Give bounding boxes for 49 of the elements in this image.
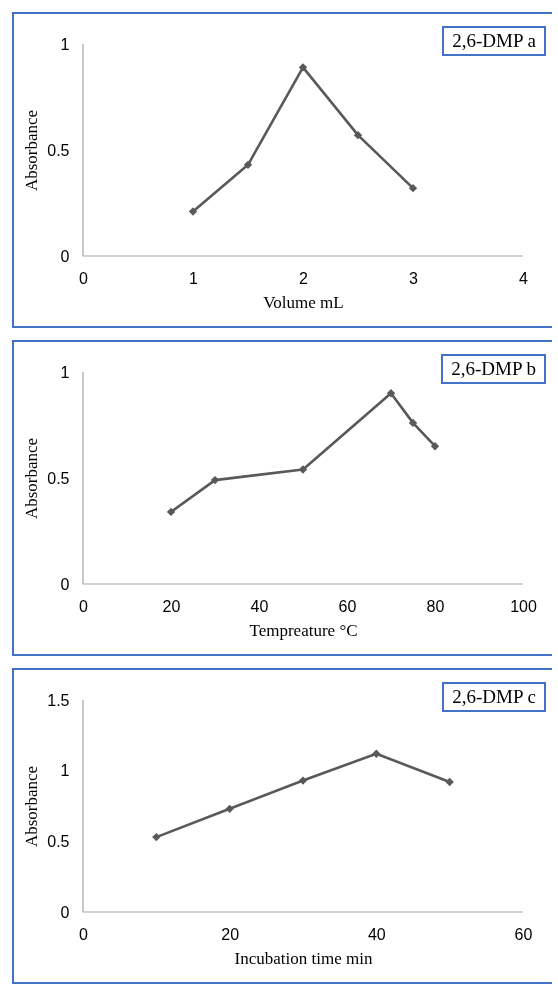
y-tick-label: 0.5 [47, 141, 70, 159]
y-tick-label: 1 [60, 762, 70, 780]
point [372, 749, 381, 758]
point [298, 776, 308, 785]
y-axis-title: Absorbance [22, 765, 42, 848]
point [298, 63, 308, 72]
y-axis-title: Absorbance [22, 437, 42, 520]
y-tick-label: 1.5 [47, 691, 70, 709]
point [445, 777, 454, 787]
x-tick-label: 2 [299, 269, 309, 287]
point [166, 507, 176, 517]
point [243, 160, 253, 170]
point [408, 183, 418, 193]
x-tick-label: 3 [409, 269, 419, 287]
x-axis-title: Volume mL [263, 292, 344, 312]
point [386, 389, 396, 398]
annotation: 2,6-DMP a [442, 26, 546, 56]
point [188, 207, 198, 216]
x-tick-label: 0 [79, 925, 89, 943]
point [298, 465, 308, 474]
y-tick-label: 0 [60, 247, 70, 265]
x-tick-label: 0 [79, 269, 89, 287]
y-tick-label: 0 [60, 903, 70, 921]
y-tick-label: 0 [60, 575, 70, 593]
point [225, 804, 234, 814]
x-axis-title: Tempreature °C [249, 620, 358, 640]
x-axis-title: Incubation time min [234, 948, 373, 968]
y-axis-title: Absorbance [22, 109, 42, 192]
y-tick-label: 0.5 [47, 832, 70, 850]
point [152, 832, 161, 842]
point [353, 130, 363, 140]
annotation: 2,6-DMP c [442, 682, 546, 712]
annotation: 2,6-DMP b [441, 354, 546, 384]
x-tick-label: 60 [338, 597, 357, 615]
x-tick-label: 60 [514, 925, 533, 943]
x-tick-label: 4 [519, 269, 529, 287]
x-tick-label: 80 [426, 597, 445, 615]
y-tick-label: 0.5 [47, 469, 70, 487]
x-tick-label: 40 [250, 597, 269, 615]
point [430, 442, 440, 451]
y-tick-label: 1 [60, 35, 70, 53]
x-tick-label: 20 [162, 597, 181, 615]
x-tick-label: 20 [221, 925, 240, 943]
x-tick-label: 0 [79, 597, 89, 615]
x-tick-label: 100 [510, 597, 537, 615]
point [408, 418, 418, 428]
y-tick-label: 1 [60, 363, 70, 381]
x-tick-label: 1 [189, 269, 199, 287]
x-tick-label: 40 [367, 925, 386, 943]
